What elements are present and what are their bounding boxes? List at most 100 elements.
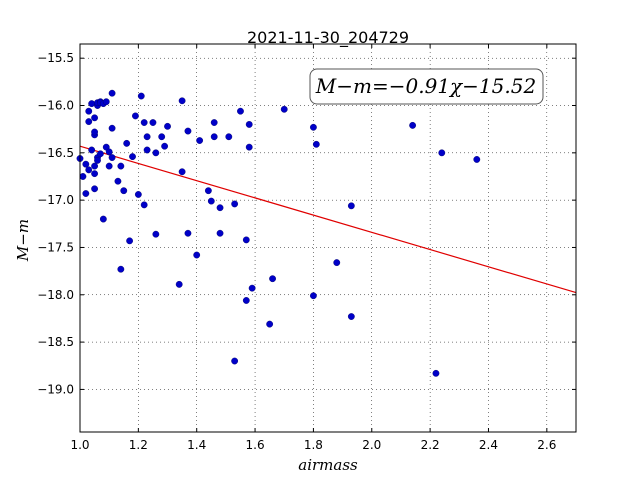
data-point	[178, 168, 186, 176]
data-point	[409, 121, 417, 129]
data-point	[242, 297, 250, 304]
data-point	[152, 230, 160, 238]
data-point	[193, 251, 201, 259]
data-point	[473, 156, 481, 163]
data-point	[266, 320, 274, 328]
x-tick-label: 1.6	[246, 438, 265, 452]
data-point	[347, 202, 355, 210]
data-point	[248, 284, 256, 292]
data-point	[310, 123, 317, 131]
data-point	[105, 148, 113, 156]
data-point	[108, 89, 116, 97]
data-point	[242, 236, 250, 244]
x-axis-label: airmass	[298, 456, 358, 474]
data-point	[196, 137, 204, 144]
x-tick-label: 1.8	[304, 438, 323, 452]
y-tick-label: −15.5	[37, 51, 74, 65]
data-point	[164, 122, 171, 130]
fit-equation-frame	[309, 68, 544, 105]
data-point	[269, 275, 276, 283]
data-point	[94, 156, 101, 164]
data-point	[85, 118, 93, 126]
data-point	[132, 112, 139, 120]
data-point	[184, 127, 192, 135]
data-point	[82, 190, 90, 197]
data-point	[312, 140, 320, 148]
data-point	[158, 133, 166, 141]
y-tick-label: −19.0	[37, 382, 74, 396]
data-point	[114, 177, 122, 185]
data-point	[91, 128, 98, 136]
y-tick-label: −16.0	[37, 99, 74, 113]
data-point	[108, 124, 116, 132]
data-point	[79, 173, 87, 180]
data-point	[347, 313, 355, 320]
fit-equation-box: M−m=−0.91χ−15.52	[309, 68, 544, 105]
data-point	[245, 121, 253, 128]
x-tick-label: 2.2	[421, 438, 440, 452]
data-point	[231, 357, 239, 365]
x-tick-label: 2.4	[479, 438, 498, 452]
y-tick-label: −18.0	[37, 288, 74, 302]
data-point	[140, 119, 148, 126]
data-point	[161, 142, 169, 150]
data-point	[88, 100, 96, 108]
data-point	[91, 162, 98, 170]
x-tick-label: 1.2	[129, 438, 148, 452]
data-point	[310, 292, 317, 300]
data-point	[432, 369, 440, 377]
data-point	[216, 204, 224, 212]
data-point	[175, 280, 183, 288]
data-point	[117, 162, 125, 170]
data-point	[97, 150, 104, 158]
data-point	[152, 149, 160, 157]
fit-equation-label: M−m=−0.91χ−15.52	[315, 74, 536, 98]
data-point	[85, 107, 93, 115]
data-point	[105, 162, 113, 170]
data-point	[438, 149, 446, 157]
data-point	[231, 200, 239, 208]
x-tick-label: 1.0	[70, 438, 89, 452]
scatter-points-layer	[76, 89, 481, 377]
y-tick-label: −18.5	[37, 335, 74, 349]
data-point	[280, 105, 288, 113]
y-tick-label: −16.5	[37, 146, 74, 160]
data-point	[91, 170, 98, 178]
data-point	[91, 114, 98, 122]
data-point	[140, 201, 148, 209]
data-point	[225, 133, 233, 141]
data-point	[143, 133, 151, 141]
x-tick-label: 1.4	[187, 438, 206, 452]
data-point	[204, 187, 212, 195]
y-tick-label: −17.0	[37, 193, 74, 207]
fit-line-layer	[79, 145, 577, 294]
data-point	[210, 119, 218, 126]
y-axis-label: M−m	[14, 219, 32, 262]
data-point	[99, 215, 107, 223]
data-point	[126, 237, 134, 245]
data-point	[117, 265, 125, 273]
data-point	[216, 229, 224, 237]
data-point	[120, 187, 128, 195]
data-point	[129, 153, 136, 161]
chart-title: 2021-11-30_204729	[247, 28, 409, 48]
data-point	[85, 166, 93, 174]
data-point	[333, 259, 341, 267]
data-point	[178, 97, 186, 105]
data-point	[207, 197, 215, 205]
fit-line	[79, 145, 577, 294]
y-tick-label: −17.5	[37, 240, 74, 254]
data-point	[123, 139, 131, 147]
data-point	[237, 107, 244, 115]
data-point	[143, 146, 151, 154]
data-point	[91, 185, 98, 193]
plot-frame	[79, 43, 577, 433]
data-point	[245, 143, 253, 151]
data-point	[137, 92, 145, 100]
data-point	[134, 191, 142, 198]
x-axis-ticks: 1.0 1.2 1.4 1.6 1.8 2.0 2.2 2.4 2.6	[70, 44, 556, 452]
data-point	[184, 229, 192, 237]
x-tick-label: 2.0	[362, 438, 381, 452]
y-axis-ticks: −15.5 −16.0 −16.5 −17.0 −17.5 −18.0 −18.5 −19.0	[37, 51, 576, 396]
